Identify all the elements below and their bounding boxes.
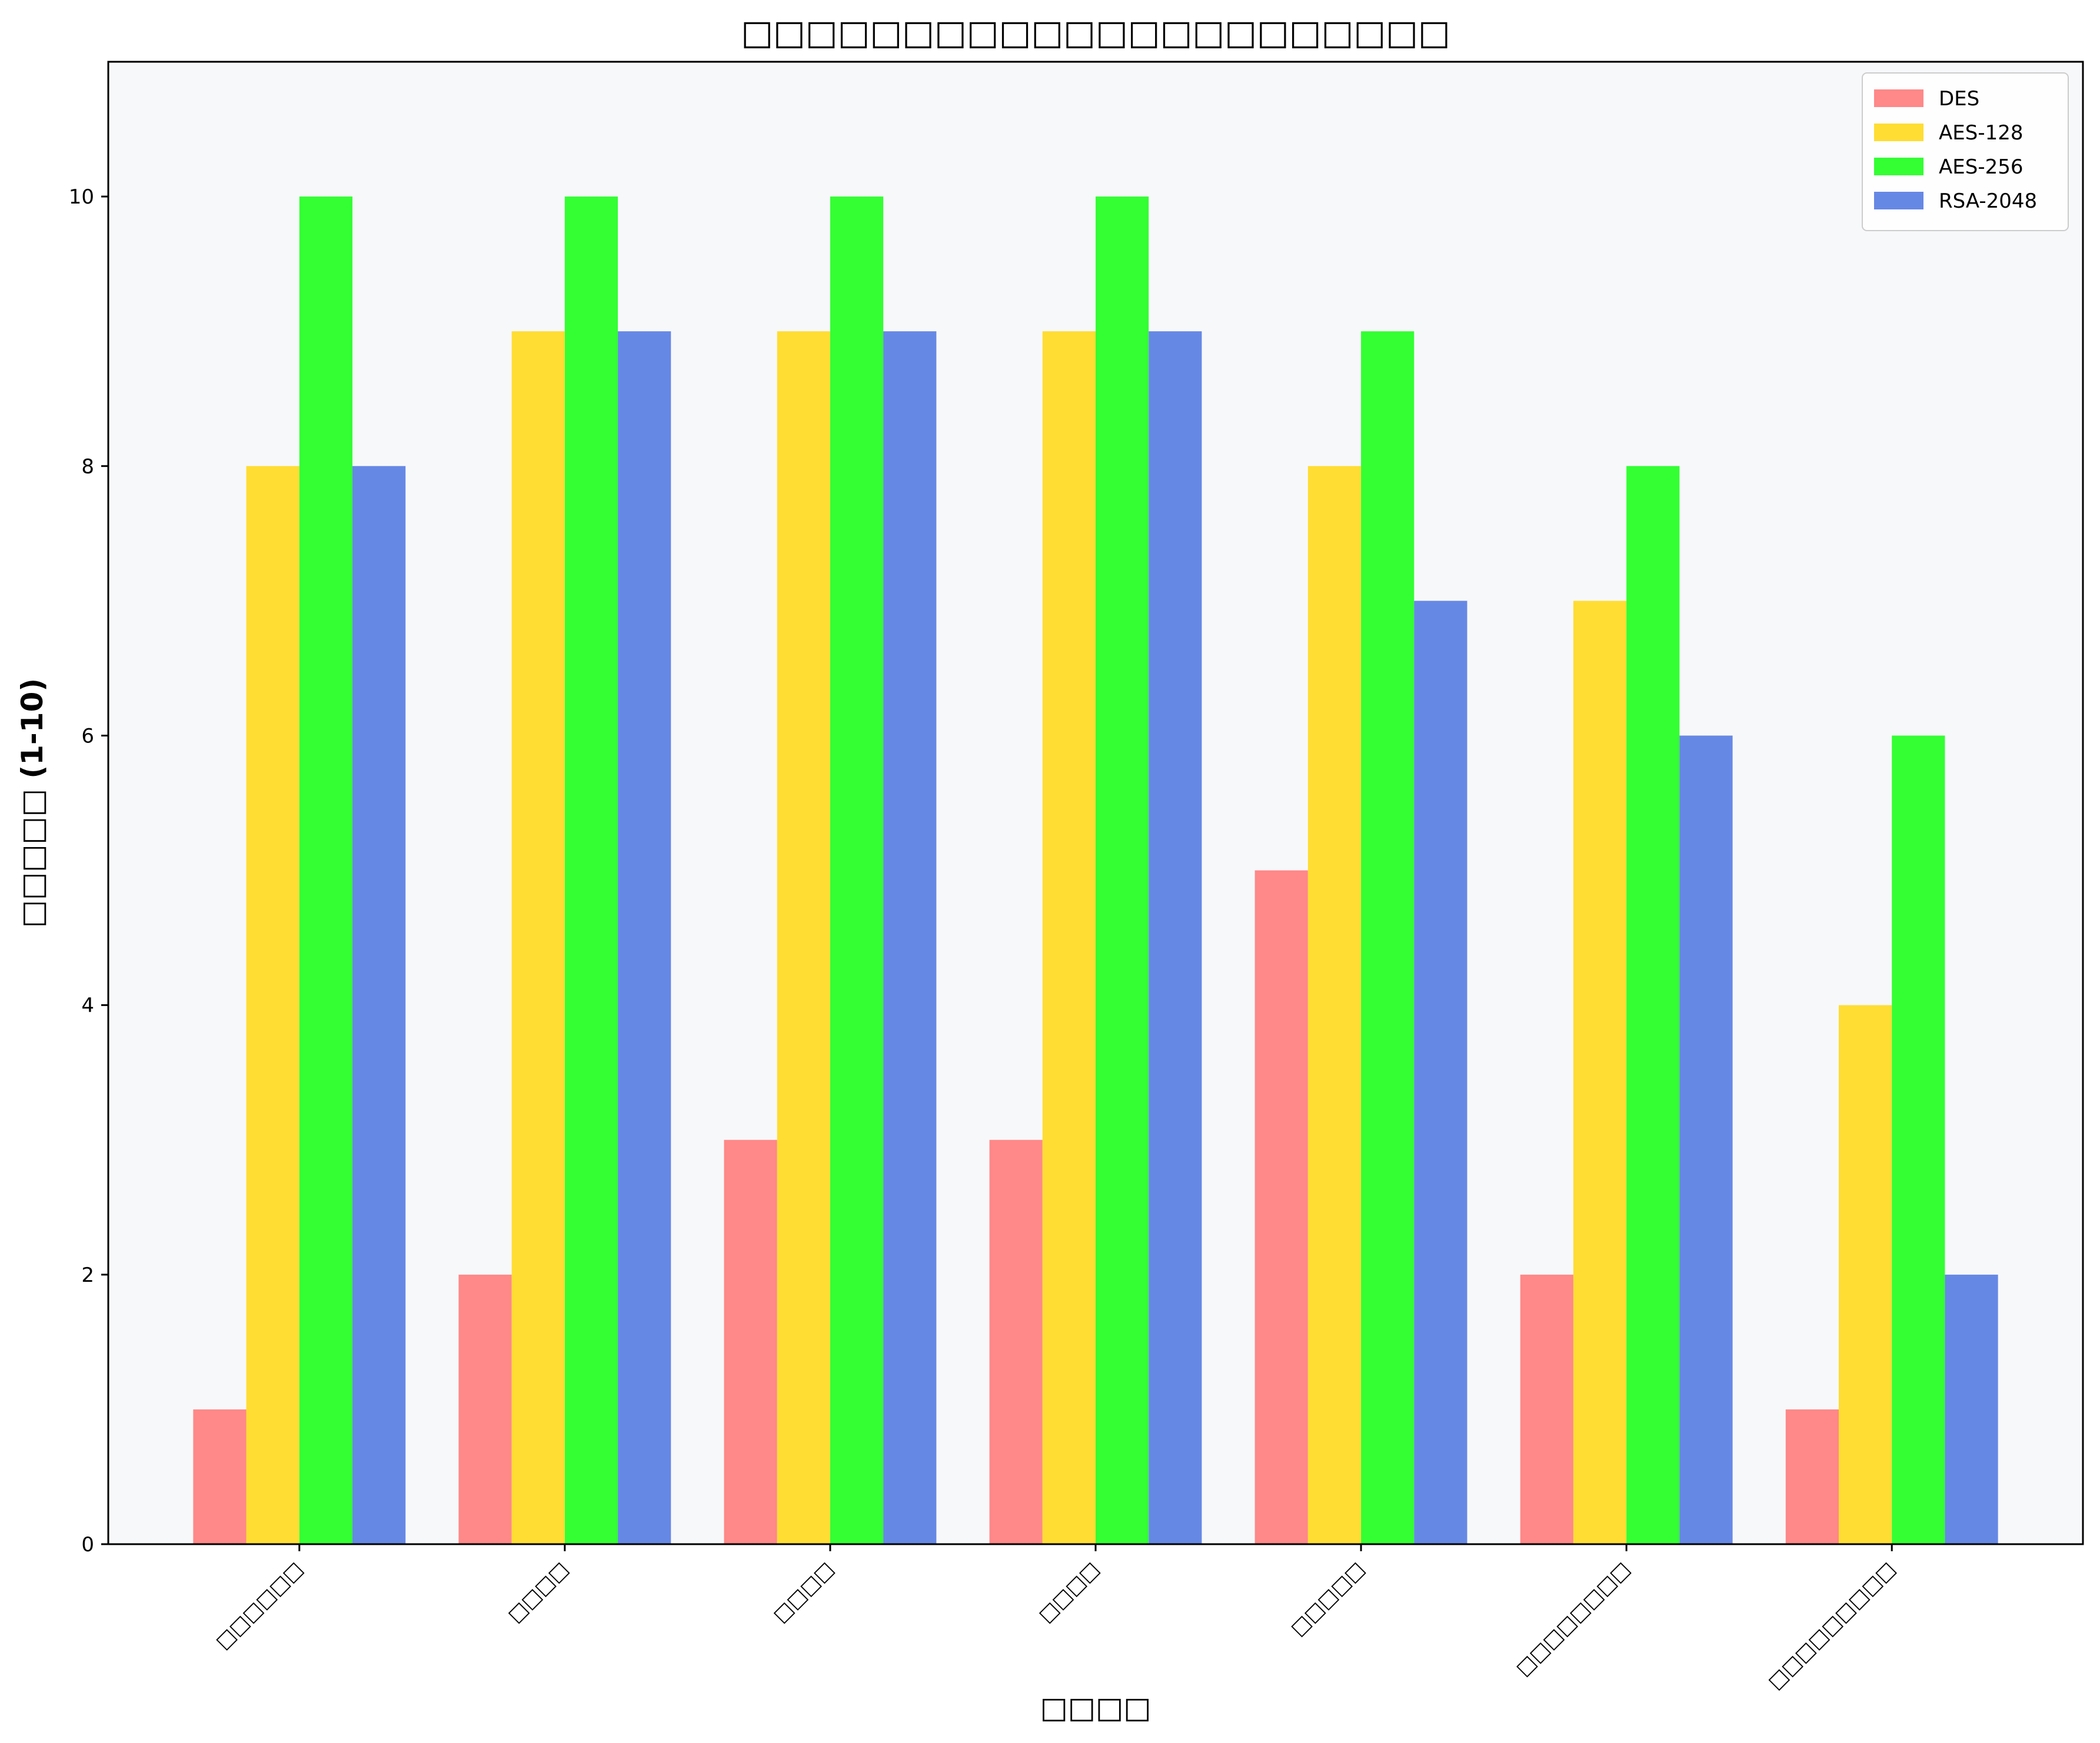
bar-des-5	[1520, 1274, 1573, 1544]
bar-rsa-2048-5	[1679, 735, 1733, 1544]
bar-rsa-2048-3	[1149, 331, 1202, 1544]
legend-box	[1862, 72, 2069, 231]
bar-aes-128-5	[1573, 601, 1627, 1544]
legend-label-des: DES	[1939, 87, 1979, 111]
bar-aes-256-6	[1892, 735, 1945, 1544]
bar-rsa-2048-2	[883, 331, 937, 1544]
bar-aes-128-3	[1042, 331, 1096, 1544]
bar-aes-256-5	[1626, 466, 1680, 1544]
bar-aes-256-4	[1361, 331, 1415, 1544]
bar-rsa-2048-1	[618, 331, 671, 1544]
bar-des-3	[989, 1139, 1043, 1544]
legend-swatch-aes-256	[1874, 158, 1923, 175]
legend-label-rsa-2048: RSA-2048	[1939, 189, 2037, 213]
y-tick-label: 10	[69, 185, 94, 209]
bar-aes-256-0	[299, 196, 352, 1545]
legend-label-aes-256: AES-256	[1939, 155, 2024, 179]
x-axis-label: □□□□	[1040, 1691, 1151, 1725]
legend-swatch-aes-128	[1874, 124, 1923, 141]
legend-swatch-rsa-2048	[1874, 192, 1923, 209]
y-tick-label: 6	[81, 724, 94, 748]
legend-swatch-des	[1874, 89, 1923, 107]
bar-des-0	[193, 1409, 247, 1544]
legend-label-aes-128: AES-128	[1939, 121, 2024, 145]
y-tick-label: 8	[81, 455, 94, 478]
bar-rsa-2048-4	[1414, 601, 1467, 1544]
y-axis-label: □□□□□ (1-10)	[15, 678, 49, 928]
bar-aes-256-1	[564, 196, 618, 1545]
bar-des-2	[724, 1139, 777, 1544]
y-axis: 0 2 4 6 8 10	[69, 185, 108, 1557]
bar-des-4	[1254, 870, 1308, 1544]
bar-aes-256-2	[830, 196, 884, 1545]
y-tick-label: 0	[81, 1533, 94, 1557]
bar-des-6	[1785, 1409, 1839, 1544]
bar-aes-128-2	[777, 331, 830, 1544]
bars	[193, 196, 1998, 1545]
bar-aes-128-0	[246, 466, 299, 1544]
y-tick-label: 2	[81, 1264, 94, 1287]
legend: DES AES-128 AES-256 RSA-2048	[1862, 72, 2069, 231]
bar-rsa-2048-6	[1945, 1274, 1998, 1544]
y-tick-label: 4	[81, 994, 94, 1018]
bar-des-1	[458, 1274, 512, 1544]
bar-aes-128-1	[511, 331, 565, 1544]
bar-aes-128-4	[1307, 466, 1362, 1544]
bar-aes-256-3	[1096, 196, 1149, 1545]
chart-title: □□□□□□□□□□□□□□□□□□□□□□	[741, 12, 1450, 52]
bar-aes-128-6	[1839, 1005, 1892, 1544]
bar-rsa-2048-0	[352, 466, 406, 1544]
